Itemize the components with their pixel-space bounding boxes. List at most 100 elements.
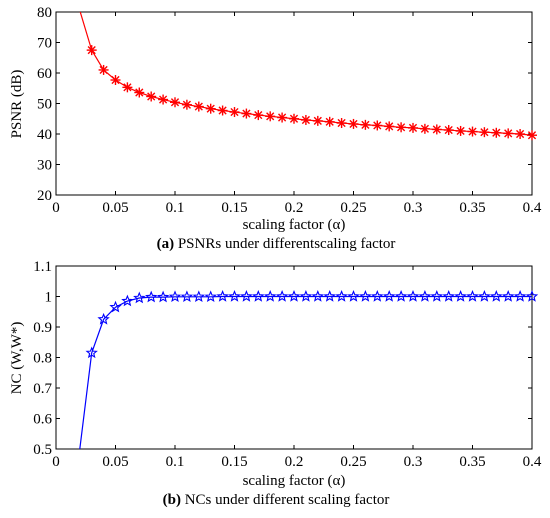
- data-point: [430, 290, 443, 302]
- y-tick-label: 0.7: [33, 381, 52, 397]
- data-point: [525, 290, 539, 302]
- data-point: [180, 290, 194, 303]
- y-tick-label: 40: [37, 127, 52, 143]
- y-tick-label: 0.8: [33, 351, 52, 367]
- data-point: [419, 123, 430, 134]
- data-point: [228, 290, 241, 302]
- data-point: [371, 290, 384, 302]
- panel-a: 20 30 40 50 60 70 80 0 0.05 0.1 0.15 0.2 0.25 0.3 0.3…: [9, 5, 542, 252]
- x-ticks-a: 0 0.05 0.1 0.15 0.2 0.25 0.3 0.35 0.4: [52, 12, 542, 216]
- data-point: [134, 87, 145, 98]
- data-point: [145, 290, 158, 303]
- data-point: [394, 290, 408, 302]
- data-point: [264, 290, 277, 302]
- data-point: [348, 118, 359, 129]
- data-point: [156, 290, 170, 303]
- x-tick-label: 0.35: [459, 454, 485, 470]
- y-axis-label-b: NC (W,W*): [9, 322, 25, 395]
- data-point: [324, 116, 335, 127]
- data-point: [252, 290, 265, 302]
- data-point: [408, 122, 418, 133]
- axes-frame-b: [55, 265, 533, 450]
- data-point: [110, 75, 121, 86]
- data-point: [418, 290, 432, 302]
- data-point: [479, 127, 490, 138]
- data-point: [491, 127, 502, 138]
- data-point: [467, 126, 478, 137]
- y-tick-label: 0.9: [33, 320, 52, 336]
- data-point: [192, 290, 205, 303]
- y-tick-label: 30: [37, 158, 52, 174]
- data-point: [503, 128, 514, 139]
- caption-b: (b) NCs under different scaling factor: [163, 492, 390, 508]
- series-markers-b: [85, 290, 539, 359]
- caption-a: (a) PSNRs under differentscaling factor: [157, 236, 396, 252]
- y-axis-label-a: PSNR (dB): [9, 70, 25, 139]
- data-point: [513, 290, 527, 302]
- y-tick-label: 1: [45, 290, 53, 306]
- data-point: [300, 114, 311, 125]
- data-point: [443, 125, 454, 136]
- data-point: [289, 113, 299, 124]
- data-point: [490, 290, 503, 302]
- data-point: [204, 290, 217, 303]
- data-point: [406, 290, 420, 302]
- x-tick-label: 0.25: [340, 454, 366, 470]
- x-tick-label: 0.1: [166, 200, 185, 216]
- data-point: [253, 110, 264, 121]
- data-point: [372, 120, 383, 131]
- y-tick-label: 60: [37, 66, 52, 82]
- caption-b-label: (b): [163, 492, 181, 508]
- x-tick-label: 0.15: [221, 200, 247, 216]
- x-tick-label: 0.1: [166, 454, 185, 470]
- x-tick-label: 0.05: [102, 200, 128, 216]
- data-point: [229, 107, 240, 118]
- data-point: [277, 112, 288, 123]
- y-tick-label: 80: [37, 5, 52, 21]
- data-point: [312, 115, 323, 126]
- data-point: [133, 291, 146, 304]
- series-line-b: [79, 295, 532, 449]
- x-tick-label: 0.3: [404, 454, 423, 470]
- data-point: [217, 105, 228, 116]
- x-tick-label: 0.2: [285, 454, 304, 470]
- x-axis-label-b: scaling factor (α): [243, 473, 346, 489]
- data-point: [502, 290, 515, 302]
- caption-a-text: PSNRs under differentscaling factor: [174, 236, 395, 252]
- y-ticks-b: 0.5 0.6 0.7 0.8 0.9 1 1.1: [33, 259, 532, 458]
- data-point: [241, 108, 252, 119]
- data-point: [181, 99, 192, 110]
- data-point: [193, 101, 204, 112]
- data-point: [454, 290, 467, 302]
- x-tick-label: 0.05: [102, 454, 128, 470]
- data-point: [335, 290, 348, 302]
- data-point: [360, 119, 371, 130]
- data-point: [515, 129, 526, 139]
- data-point: [455, 125, 466, 136]
- series-markers-a: [86, 45, 537, 141]
- data-point: [275, 290, 289, 302]
- data-point: [527, 130, 537, 141]
- data-point: [311, 290, 324, 302]
- y-tick-label: 50: [37, 97, 52, 113]
- y-tick-label: 1.1: [33, 259, 52, 275]
- data-point: [466, 290, 479, 302]
- data-point: [85, 346, 98, 359]
- data-point: [121, 294, 134, 307]
- x-tick-label: 0.3: [404, 200, 423, 216]
- data-point: [323, 290, 336, 302]
- data-point: [287, 290, 301, 302]
- x-tick-label: 0.4: [523, 200, 542, 216]
- x-tick-label: 0.35: [459, 200, 485, 216]
- x-tick-label: 0.2: [285, 200, 304, 216]
- panel-b: 0.50.60.70.80.911.1 0 0.05 0.1 0.15 0.2 0.25 0…: [9, 259, 542, 508]
- data-point: [384, 121, 395, 132]
- x-tick-label: 0.25: [340, 200, 366, 216]
- data-point: [158, 94, 169, 105]
- y-tick-label: 70: [37, 36, 52, 52]
- x-tick-label: 0: [52, 454, 60, 470]
- x-axis-label-a: scaling factor (α): [243, 217, 346, 233]
- data-point: [146, 91, 157, 102]
- data-point: [97, 312, 110, 325]
